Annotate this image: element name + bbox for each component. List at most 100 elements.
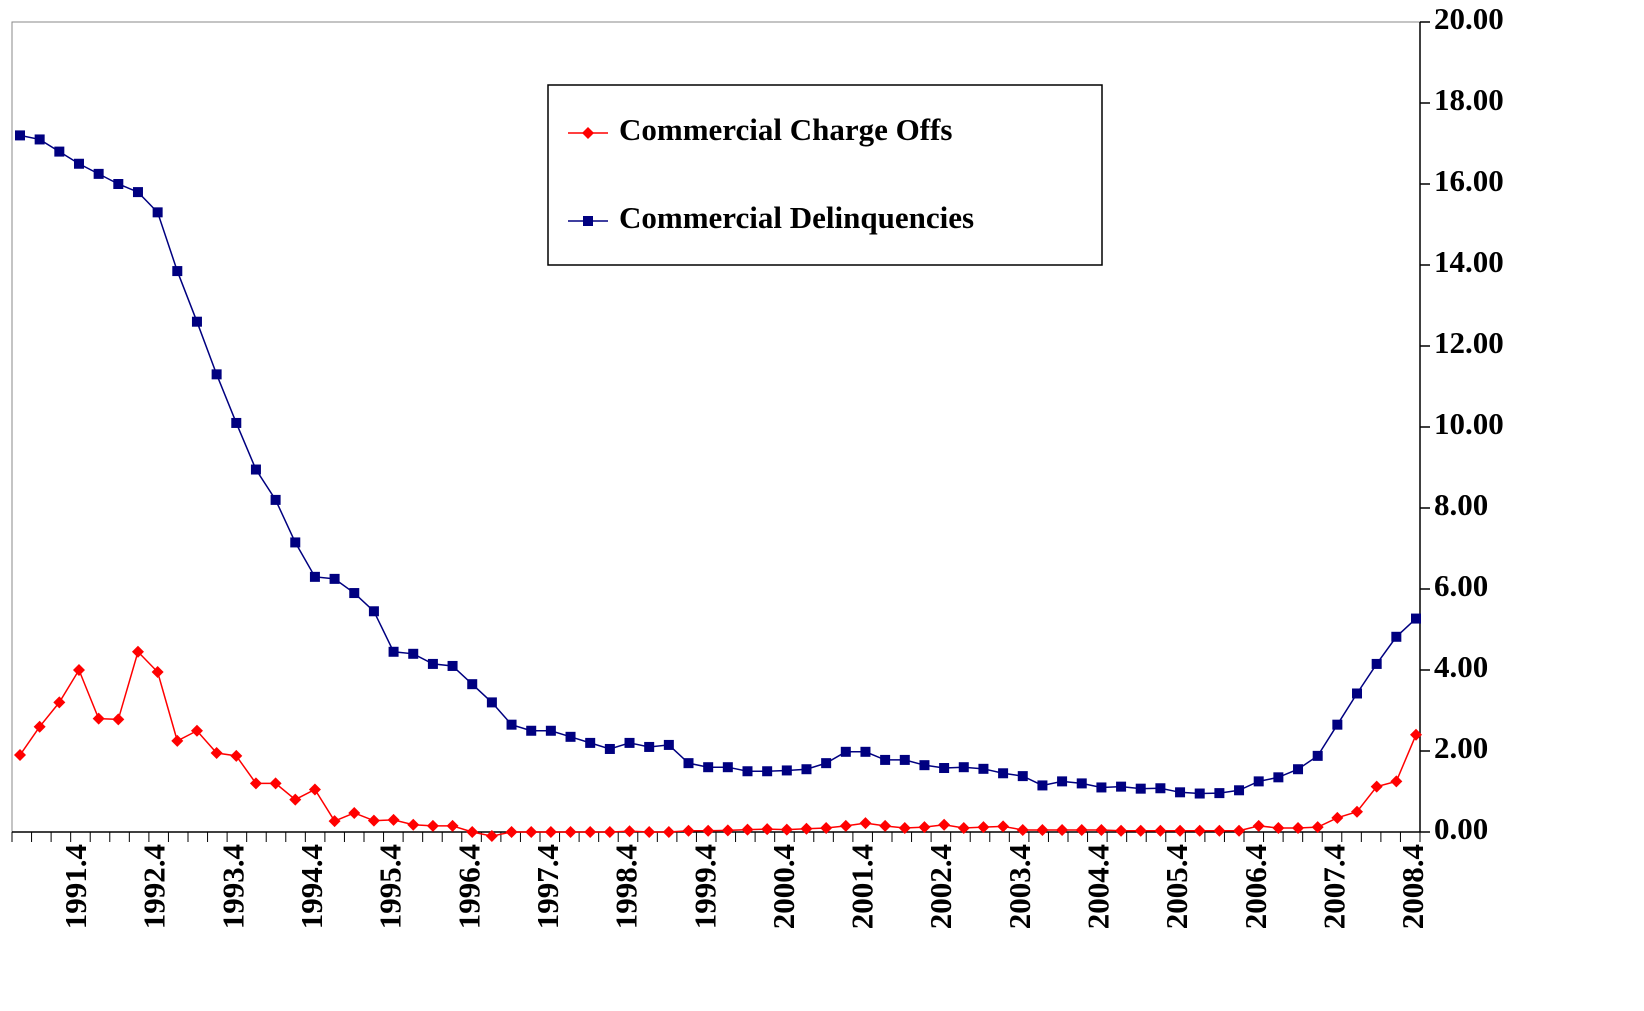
point (329, 573, 340, 584)
point (467, 679, 478, 690)
point (604, 743, 615, 754)
y-tick-label: 14.00 (1434, 244, 1504, 279)
point (545, 725, 556, 736)
point (526, 725, 537, 736)
point (919, 760, 930, 771)
point (1174, 824, 1187, 837)
point (899, 754, 910, 765)
point (820, 821, 833, 834)
point (663, 739, 674, 750)
point (1214, 788, 1225, 799)
point (1352, 688, 1363, 699)
point (1036, 823, 1049, 836)
point (839, 819, 852, 832)
point (682, 824, 695, 837)
point (1371, 658, 1382, 669)
point (939, 763, 950, 774)
point (1411, 613, 1421, 624)
y-tick-label: 20.00 (1434, 1, 1504, 36)
point (485, 830, 498, 843)
x-tick-label: 1996.4 (451, 844, 486, 929)
point (72, 664, 85, 676)
point (190, 724, 203, 737)
point (1056, 823, 1069, 836)
point (978, 763, 989, 774)
point (683, 758, 694, 769)
point (662, 826, 675, 838)
point (447, 660, 458, 671)
y-tick-label: 6.00 (1434, 568, 1488, 603)
point (210, 747, 223, 760)
point (132, 187, 143, 198)
point (112, 713, 125, 726)
x-tick-label: 1991.4 (58, 844, 93, 929)
y-tick-label: 4.00 (1434, 649, 1488, 684)
point (1095, 823, 1108, 836)
point (1116, 781, 1127, 792)
point (1016, 823, 1029, 836)
point (582, 127, 594, 139)
point (957, 821, 970, 834)
point (349, 588, 360, 599)
point (270, 494, 281, 505)
point (407, 818, 420, 831)
point (880, 754, 891, 765)
point (427, 658, 438, 669)
point (269, 777, 282, 790)
point (643, 826, 656, 838)
point (1194, 788, 1205, 799)
x-tick-label: 2005.4 (1159, 844, 1194, 929)
point (585, 737, 596, 748)
point (742, 766, 753, 777)
point (702, 824, 715, 837)
point (1213, 824, 1226, 837)
point (53, 696, 66, 709)
point (152, 207, 163, 218)
y-tick-label: 10.00 (1434, 406, 1504, 441)
x-tick-label: 2003.4 (1002, 844, 1037, 929)
point (584, 826, 597, 838)
point (977, 821, 990, 834)
point (525, 826, 538, 838)
point (623, 825, 636, 838)
point (958, 762, 969, 773)
x-tick-label: 1995.4 (373, 844, 408, 929)
point (721, 824, 734, 837)
point (408, 648, 419, 659)
point (388, 646, 399, 657)
point (821, 758, 832, 769)
point (446, 819, 459, 832)
x-tick-label: 2008.4 (1395, 844, 1430, 929)
point (859, 817, 872, 830)
x-tick-label: 2004.4 (1081, 844, 1116, 929)
point (387, 813, 400, 826)
point (801, 764, 812, 775)
point (308, 783, 321, 796)
x-tick-label: 1997.4 (530, 844, 565, 929)
point (172, 266, 183, 277)
x-tick-label: 2000.4 (766, 844, 801, 929)
point (1135, 783, 1146, 794)
point (603, 826, 616, 838)
point (544, 826, 557, 838)
point (1332, 719, 1343, 730)
point (249, 777, 262, 790)
x-tick-label: 2001.4 (845, 844, 880, 929)
point (171, 734, 184, 747)
point (1175, 787, 1186, 798)
point (15, 130, 25, 141)
point (1410, 728, 1422, 741)
point (1017, 771, 1028, 782)
point (289, 793, 302, 806)
x-tick-label: 2006.4 (1238, 844, 1273, 929)
x-tick-label: 1993.4 (215, 844, 250, 929)
point (131, 645, 144, 658)
point (151, 666, 164, 679)
point (780, 823, 793, 836)
point (328, 815, 341, 828)
point (348, 806, 361, 819)
point (1351, 805, 1364, 818)
series-line (19, 650, 1417, 837)
y-tick-label: 8.00 (1434, 487, 1488, 522)
